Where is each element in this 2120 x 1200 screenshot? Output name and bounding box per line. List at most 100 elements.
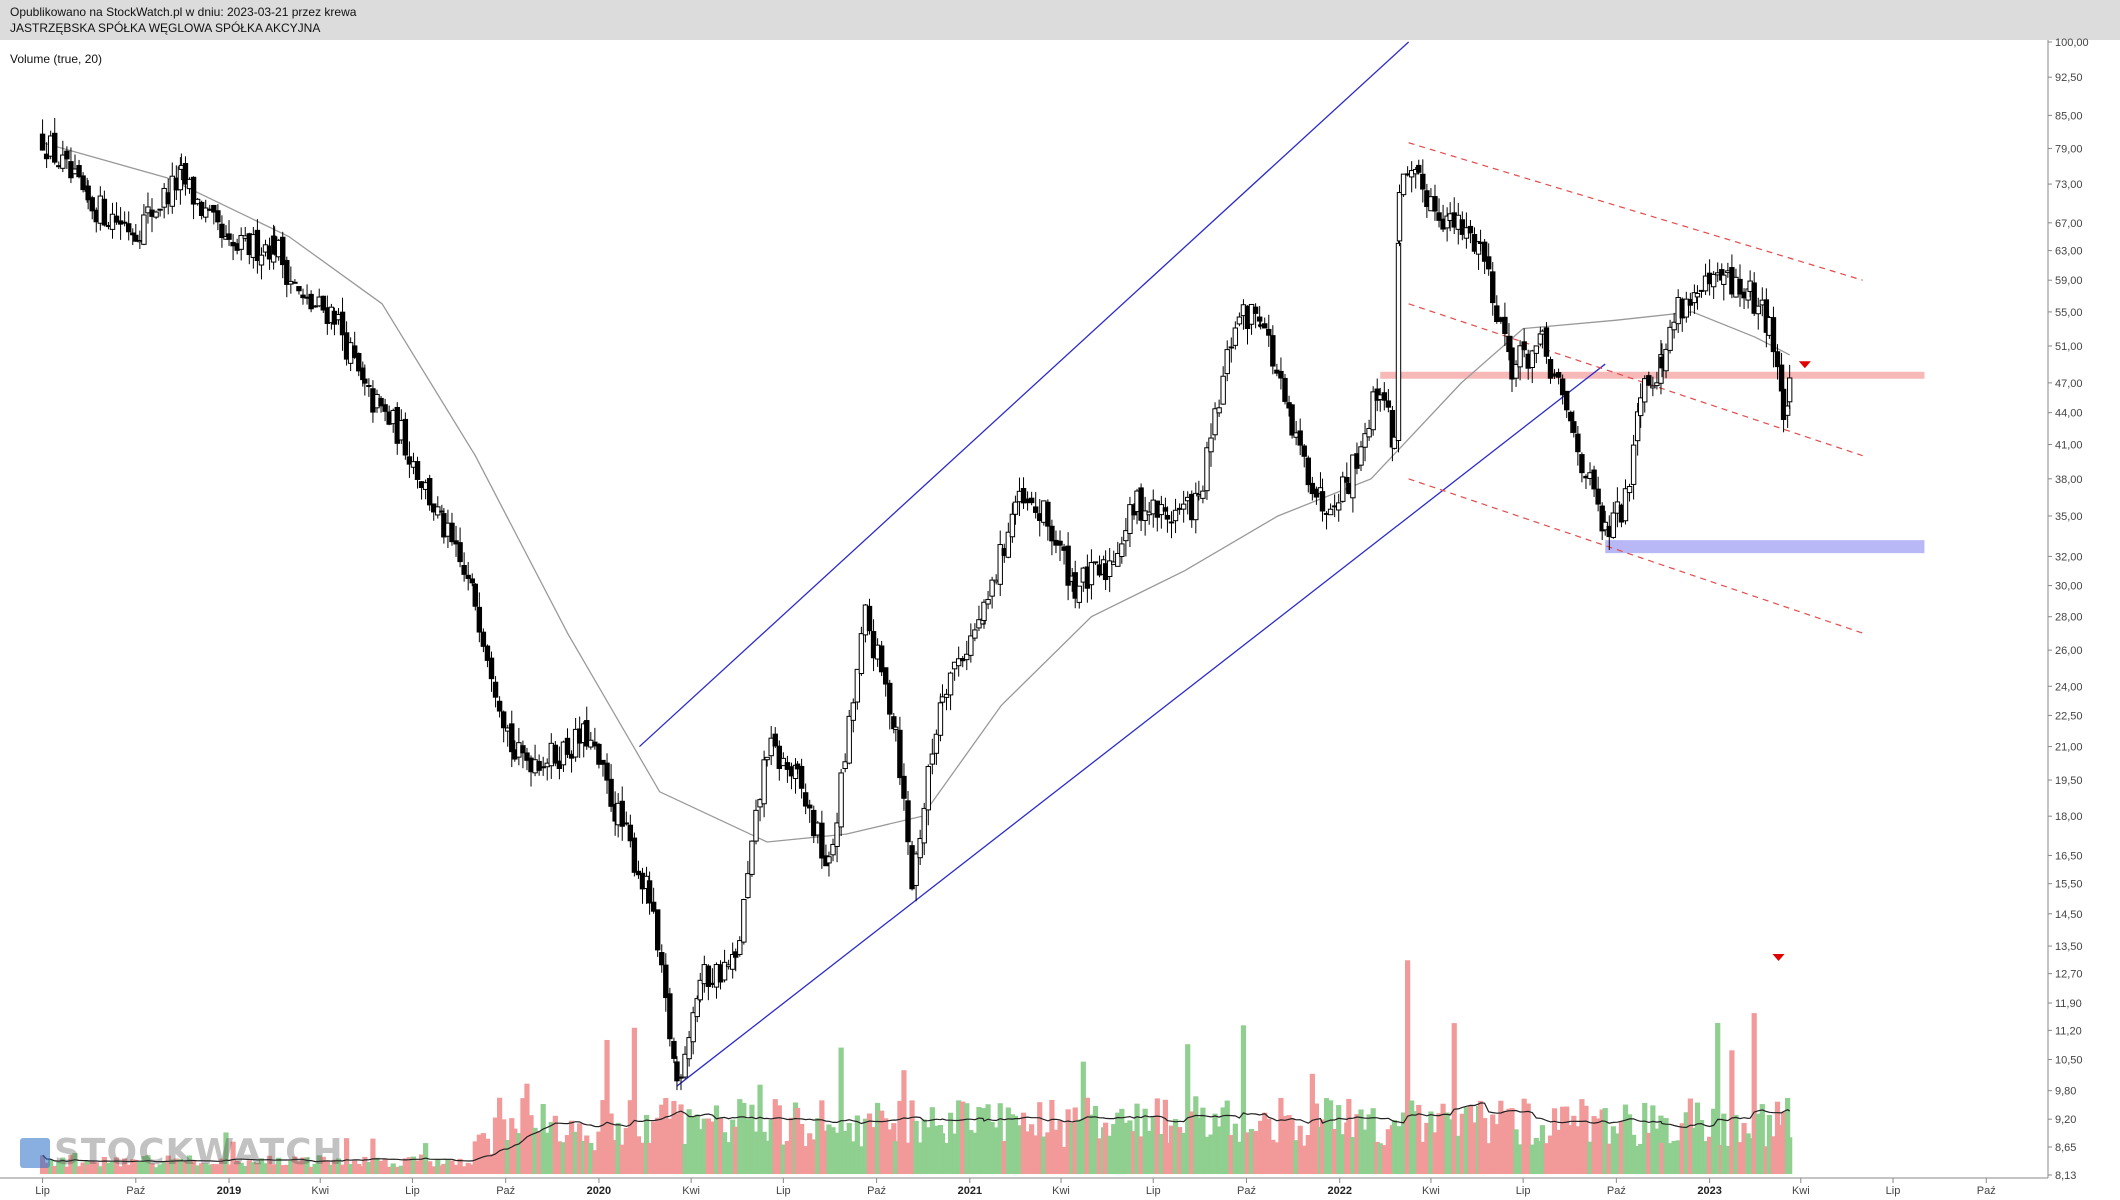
volume-bars (39, 960, 1793, 1174)
volume-bar (1258, 1120, 1264, 1174)
candle (1172, 498, 1179, 534)
candle (1763, 288, 1770, 348)
volume-bar (1650, 1105, 1656, 1174)
candle (141, 204, 147, 246)
volume-bar (1606, 1143, 1612, 1174)
volume-bar (985, 1104, 991, 1174)
candle (308, 290, 314, 313)
candle (1123, 517, 1129, 557)
volume-bar (834, 1132, 840, 1174)
volume-bar (993, 1127, 999, 1174)
candle (339, 297, 346, 351)
y-tick-label: 100,00 (2055, 37, 2089, 49)
volume-bar (230, 1141, 236, 1174)
volume-bar (604, 1039, 610, 1174)
candle (280, 231, 286, 279)
candle (997, 530, 1003, 597)
candle (1370, 386, 1376, 436)
candle (929, 738, 936, 775)
volume-bar (989, 1121, 995, 1174)
volume-bar (1759, 1104, 1765, 1174)
candle (1568, 410, 1574, 434)
x-tick-label: 2023 (1697, 1185, 1721, 1197)
volume-bar (472, 1141, 478, 1174)
x-tick-label: Kwi (682, 1185, 700, 1197)
volume-bar (324, 1161, 330, 1174)
volume-bar (1667, 1143, 1673, 1174)
volume-bar (1687, 1098, 1693, 1174)
candle (130, 228, 136, 246)
volume-bar (431, 1166, 437, 1174)
candle (1780, 379, 1787, 433)
volume-bar (300, 1157, 306, 1174)
volume-bar (1096, 1138, 1103, 1174)
volume-bar (80, 1162, 86, 1174)
volume-bar (1413, 1111, 1419, 1174)
y-tick-label: 44,00 (2055, 408, 2083, 420)
volume-bar (1158, 1133, 1164, 1174)
volume-bar (1313, 1103, 1320, 1174)
volume-bar (320, 1156, 326, 1174)
candle (925, 764, 931, 826)
volume-bar (726, 1142, 732, 1174)
y-tick-label: 28,00 (2055, 612, 2083, 624)
volume-bar (1698, 1120, 1705, 1174)
volume-bar (374, 1157, 380, 1174)
candle (1076, 585, 1082, 609)
volume-bar (1208, 1134, 1214, 1174)
volume-bar (1072, 1107, 1078, 1174)
volume-bar (1486, 1143, 1492, 1174)
volume-bar (382, 1158, 388, 1174)
candle (964, 640, 970, 671)
candle (414, 456, 421, 489)
candle (939, 684, 946, 707)
candle (776, 740, 783, 781)
volume-bar (733, 1126, 739, 1174)
volume-bar (414, 1160, 421, 1174)
candle (1490, 262, 1496, 316)
candle (64, 146, 70, 169)
dashed-channel-lower (1408, 478, 1863, 634)
volume-bar (266, 1155, 273, 1174)
candle (1305, 455, 1311, 493)
volume-bar (465, 1162, 471, 1174)
candle (121, 211, 128, 227)
y-tick-label: 11,20 (2055, 1025, 2082, 1037)
volume-bar (897, 1100, 903, 1174)
volume-bar (1440, 1103, 1446, 1174)
candle (1529, 349, 1535, 384)
volume-bar (564, 1135, 571, 1174)
volume-bar (1301, 1145, 1307, 1174)
candle (866, 598, 873, 635)
volume-bar (560, 1142, 567, 1174)
candle (1494, 295, 1500, 324)
volume-bar (568, 1120, 575, 1174)
candle (226, 220, 232, 246)
candle (211, 204, 217, 225)
volume-bar (1224, 1100, 1230, 1174)
candle (985, 590, 991, 610)
volume-bar (933, 1125, 939, 1174)
candle (1396, 184, 1403, 247)
candle (1028, 491, 1035, 506)
volume-bar (1405, 960, 1411, 1174)
volume-bar (1340, 1134, 1346, 1174)
candle (292, 279, 298, 284)
candle (194, 198, 201, 206)
candle (1751, 272, 1757, 316)
x-tick-label: Lip (1516, 1185, 1531, 1197)
x-tick-label: Lip (1146, 1185, 1161, 1197)
volume-bar (1409, 1100, 1415, 1174)
volume-bar (1305, 1134, 1311, 1174)
chart-header: Opublikowano na StockWatch.pl w dniu: 20… (0, 0, 2120, 40)
volume-bar (1278, 1097, 1284, 1174)
volume-bar (1671, 1140, 1677, 1174)
candle (488, 651, 495, 692)
volume-bar (1358, 1109, 1364, 1174)
volume-bar (68, 1155, 74, 1174)
volume-bar (335, 1158, 342, 1174)
candle (331, 307, 338, 336)
y-tick-label: 21,00 (2055, 742, 2083, 754)
volume-bar (815, 1117, 821, 1174)
trend-channels (639, 41, 1863, 1087)
